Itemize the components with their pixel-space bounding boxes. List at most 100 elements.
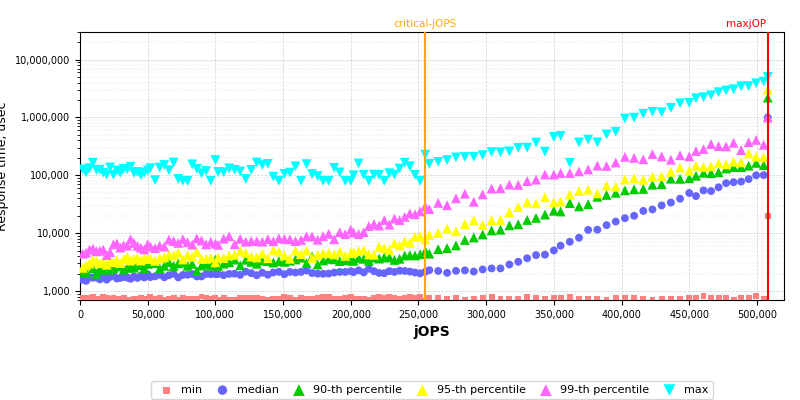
min [554, 295, 567, 301]
min [94, 295, 106, 302]
99-th percentile [485, 185, 498, 192]
99-th percentile [690, 148, 702, 154]
X-axis label: jOPS: jOPS [414, 325, 450, 339]
90-th percentile [167, 263, 180, 269]
median [186, 271, 198, 277]
90-th percentile [289, 256, 302, 263]
min [697, 293, 710, 300]
max [149, 177, 162, 184]
median [419, 269, 432, 275]
min [450, 295, 462, 301]
max [742, 83, 755, 89]
median [228, 270, 241, 277]
max [128, 170, 141, 176]
max [394, 165, 406, 172]
95-th percentile [485, 217, 498, 223]
max [278, 171, 291, 177]
max [107, 172, 120, 178]
90-th percentile [720, 165, 733, 172]
median [328, 269, 341, 276]
99-th percentile [83, 246, 96, 253]
99-th percentile [720, 143, 733, 150]
max [610, 128, 622, 135]
max [720, 87, 733, 94]
99-th percentile [97, 246, 110, 253]
90-th percentile [674, 176, 686, 182]
95-th percentile [162, 252, 175, 258]
median [218, 272, 230, 278]
90-th percentile [419, 248, 432, 254]
99-th percentile [289, 238, 302, 244]
median [467, 268, 480, 275]
max [591, 139, 604, 146]
95-th percentile [347, 249, 360, 256]
min [409, 295, 422, 302]
90-th percentile [234, 262, 246, 268]
99-th percentile [547, 172, 560, 178]
min [432, 295, 445, 301]
max [494, 149, 507, 156]
median [110, 275, 123, 282]
min [100, 294, 113, 301]
median [339, 269, 352, 275]
90-th percentile [121, 264, 134, 271]
95-th percentile [250, 254, 263, 260]
90-th percentile [554, 208, 567, 215]
min [628, 295, 641, 302]
median [131, 275, 144, 281]
min [128, 296, 141, 302]
min [358, 296, 370, 303]
99-th percentile [262, 236, 274, 242]
max [222, 165, 235, 172]
95-th percentile [600, 182, 613, 189]
median [378, 270, 390, 276]
median [674, 196, 686, 202]
95-th percentile [563, 191, 576, 198]
min [267, 296, 280, 302]
99-th percentile [712, 143, 725, 149]
min [655, 296, 668, 302]
99-th percentile [177, 236, 190, 242]
max [76, 166, 89, 172]
max [419, 152, 432, 158]
95-th percentile [750, 153, 762, 160]
median [403, 268, 416, 275]
median [485, 265, 498, 272]
median [234, 272, 246, 278]
median [573, 234, 586, 241]
min [720, 295, 733, 302]
90-th percentile [262, 258, 274, 264]
99-th percentile [294, 237, 307, 243]
median [423, 267, 436, 274]
max [267, 174, 280, 180]
99-th percentile [458, 190, 471, 197]
90-th percentile [128, 264, 141, 271]
99-th percentile [423, 206, 436, 212]
95-th percentile [538, 194, 551, 200]
99-th percentile [218, 236, 230, 242]
max [554, 133, 567, 139]
95-th percentile [458, 221, 471, 227]
90-th percentile [344, 257, 357, 264]
median [538, 252, 551, 258]
90-th percentile [158, 263, 170, 269]
max [306, 171, 318, 177]
max [398, 160, 411, 166]
max [367, 172, 380, 178]
90-th percentile [646, 182, 659, 188]
95-th percentile [344, 250, 357, 256]
99-th percentile [142, 241, 154, 248]
99-th percentile [665, 156, 678, 163]
90-th percentile [409, 252, 422, 259]
95-th percentile [655, 173, 668, 180]
90-th percentile [90, 271, 102, 277]
min [403, 294, 416, 300]
90-th percentile [322, 256, 335, 262]
99-th percentile [283, 236, 296, 242]
90-th percentile [311, 261, 324, 268]
90-th percentile [618, 187, 631, 194]
90-th percentile [256, 258, 269, 264]
median [256, 270, 269, 276]
99-th percentile [311, 236, 324, 243]
95-th percentile [547, 199, 560, 206]
